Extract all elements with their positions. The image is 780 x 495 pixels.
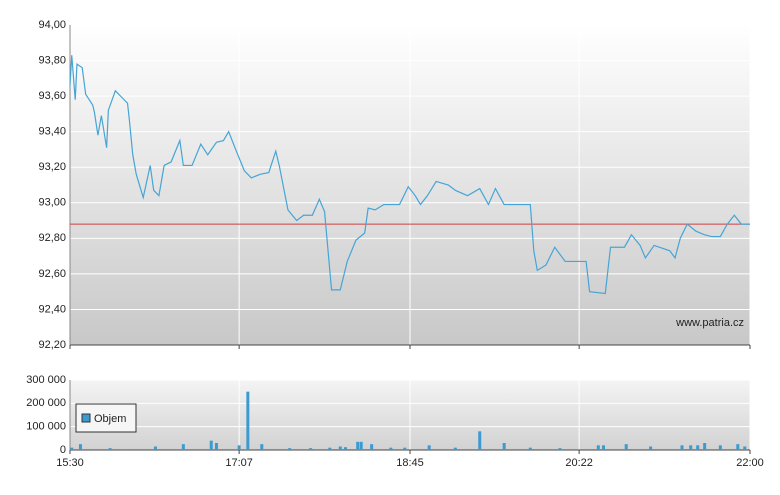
volume-bar: [246, 391, 250, 450]
volume-bar: [181, 444, 185, 450]
volume-bar: [478, 431, 482, 450]
x-tick-label: 20:22: [565, 457, 593, 469]
volume-bar: [343, 447, 347, 450]
volume-bar: [703, 443, 707, 450]
volume-bar: [209, 440, 213, 450]
y-tick-label: 93,60: [38, 90, 66, 102]
y-tick-label: 93,80: [38, 54, 66, 66]
volume-bar: [718, 445, 722, 450]
volume-bar: [696, 445, 700, 450]
legend-label: Objem: [94, 413, 126, 425]
volume-bar: [649, 446, 653, 450]
volume-bar: [502, 443, 506, 450]
x-tick-label: 18:45: [396, 457, 424, 469]
y-tick-label: 200 000: [26, 397, 66, 409]
y-tick-label: 92,60: [38, 268, 66, 280]
y-tick-label: 92,40: [38, 303, 66, 315]
y-tick-label: 93,20: [38, 161, 66, 173]
volume-bar: [736, 444, 740, 450]
legend-swatch: [81, 413, 91, 423]
y-tick-label: 93,40: [38, 126, 66, 138]
volume-bar: [689, 445, 693, 450]
volume-bar: [602, 445, 606, 450]
volume-bar: [389, 447, 393, 450]
volume-bar: [70, 447, 74, 450]
y-tick-label: 92,20: [38, 339, 66, 351]
y-tick-label: 0: [60, 444, 66, 456]
volume-bar: [403, 447, 407, 450]
volume-bar: [260, 444, 264, 450]
volume-bar: [596, 445, 600, 450]
volume-bar: [558, 448, 562, 450]
volume-bar: [309, 448, 313, 450]
volume-bar: [78, 444, 82, 450]
volume-bar: [153, 446, 157, 450]
volume-bar: [453, 447, 457, 450]
y-tick-label: 94,00: [38, 19, 66, 31]
volume-bar: [288, 448, 292, 450]
volume-bar: [338, 446, 342, 450]
volume-bar: [214, 443, 218, 450]
x-tick-label: 22:00: [736, 457, 764, 469]
volume-bar: [108, 448, 112, 450]
y-tick-label: 92,80: [38, 232, 66, 244]
y-tick-label: 93,00: [38, 197, 66, 209]
y-tick-label: 300 000: [26, 374, 66, 386]
volume-bar: [328, 447, 332, 450]
volume-bar: [370, 444, 374, 450]
price-line: [69, 55, 750, 295]
volume-bar: [680, 445, 684, 450]
x-tick-label: 17:07: [225, 457, 253, 469]
x-tick-label: 15:30: [56, 457, 84, 469]
y-tick-label: 100 000: [26, 421, 66, 433]
volume-bar: [356, 441, 360, 450]
watermark: www.patria.cz: [675, 317, 744, 329]
volume-bar: [528, 447, 532, 450]
volume-bar: [237, 445, 241, 450]
volume-bar: [359, 441, 363, 450]
volume-bar: [743, 446, 747, 450]
volume-bar: [624, 444, 628, 450]
volume-bar: [427, 445, 431, 450]
